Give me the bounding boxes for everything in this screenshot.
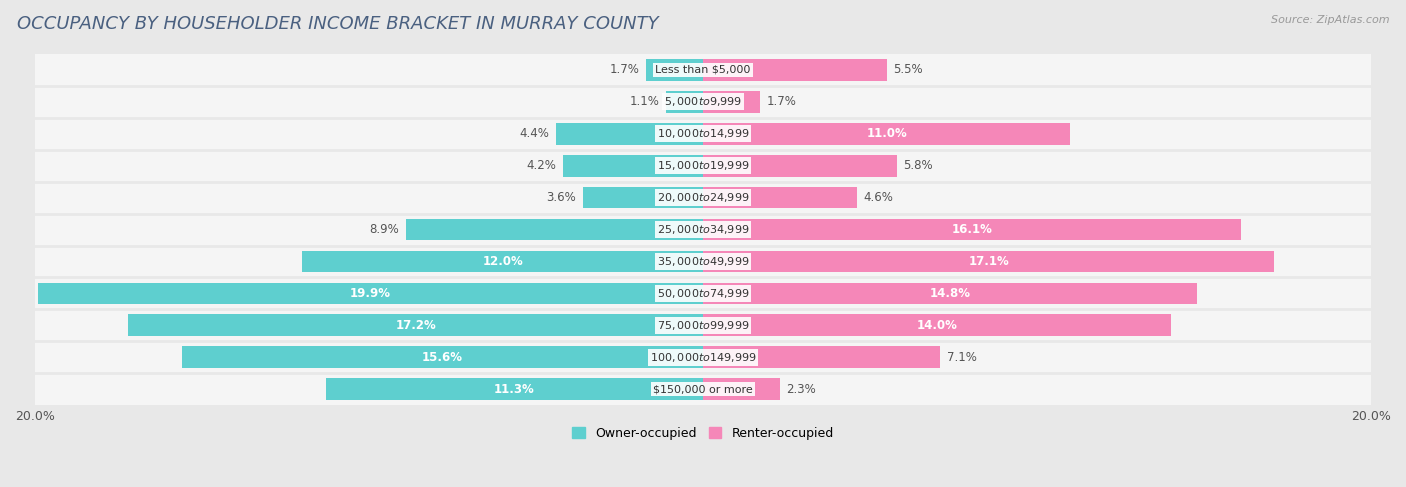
- Text: 15.6%: 15.6%: [422, 351, 463, 364]
- Text: $75,000 to $99,999: $75,000 to $99,999: [657, 319, 749, 332]
- Text: 14.8%: 14.8%: [929, 287, 970, 300]
- Text: OCCUPANCY BY HOUSEHOLDER INCOME BRACKET IN MURRAY COUNTY: OCCUPANCY BY HOUSEHOLDER INCOME BRACKET …: [17, 15, 658, 33]
- Text: 2.3%: 2.3%: [786, 383, 817, 396]
- Bar: [703, 251, 1274, 272]
- Bar: [35, 245, 1371, 278]
- Text: 1.1%: 1.1%: [630, 95, 659, 108]
- Bar: [406, 219, 703, 241]
- Text: 1.7%: 1.7%: [766, 95, 796, 108]
- Text: 11.3%: 11.3%: [494, 383, 534, 396]
- Bar: [35, 150, 1371, 182]
- Text: 12.0%: 12.0%: [482, 255, 523, 268]
- Bar: [703, 315, 1171, 336]
- Bar: [35, 214, 1371, 245]
- Text: 17.2%: 17.2%: [395, 319, 436, 332]
- Bar: [703, 219, 1240, 241]
- Bar: [35, 278, 1371, 309]
- Bar: [38, 282, 703, 304]
- Text: $150,000 or more: $150,000 or more: [654, 384, 752, 394]
- Text: 4.6%: 4.6%: [863, 191, 893, 204]
- Text: 16.1%: 16.1%: [952, 223, 993, 236]
- Text: $25,000 to $34,999: $25,000 to $34,999: [657, 223, 749, 236]
- Bar: [35, 118, 1371, 150]
- Text: 11.0%: 11.0%: [866, 127, 907, 140]
- Bar: [562, 155, 703, 177]
- Bar: [703, 91, 759, 112]
- Text: 7.1%: 7.1%: [946, 351, 977, 364]
- Text: 5.8%: 5.8%: [904, 159, 934, 172]
- Text: Source: ZipAtlas.com: Source: ZipAtlas.com: [1271, 15, 1389, 25]
- Bar: [703, 346, 941, 368]
- Text: 4.2%: 4.2%: [526, 159, 555, 172]
- Bar: [666, 91, 703, 112]
- Text: 3.6%: 3.6%: [547, 191, 576, 204]
- Bar: [703, 59, 887, 81]
- Bar: [35, 309, 1371, 341]
- Bar: [302, 251, 703, 272]
- Text: 4.4%: 4.4%: [519, 127, 550, 140]
- Bar: [555, 123, 703, 145]
- Legend: Owner-occupied, Renter-occupied: Owner-occupied, Renter-occupied: [568, 422, 838, 445]
- Text: 17.1%: 17.1%: [969, 255, 1010, 268]
- Text: $15,000 to $19,999: $15,000 to $19,999: [657, 159, 749, 172]
- Text: $50,000 to $74,999: $50,000 to $74,999: [657, 287, 749, 300]
- Text: $35,000 to $49,999: $35,000 to $49,999: [657, 255, 749, 268]
- Text: $20,000 to $24,999: $20,000 to $24,999: [657, 191, 749, 204]
- Bar: [128, 315, 703, 336]
- Text: 1.7%: 1.7%: [610, 63, 640, 76]
- Text: 19.9%: 19.9%: [350, 287, 391, 300]
- Bar: [35, 341, 1371, 373]
- Bar: [35, 373, 1371, 405]
- Text: $10,000 to $14,999: $10,000 to $14,999: [657, 127, 749, 140]
- Bar: [703, 187, 856, 208]
- Text: 8.9%: 8.9%: [370, 223, 399, 236]
- Bar: [326, 378, 703, 400]
- Bar: [703, 378, 780, 400]
- Text: $5,000 to $9,999: $5,000 to $9,999: [664, 95, 742, 108]
- Text: 14.0%: 14.0%: [917, 319, 957, 332]
- Bar: [35, 182, 1371, 214]
- Bar: [703, 282, 1198, 304]
- Bar: [703, 155, 897, 177]
- Bar: [35, 86, 1371, 118]
- Bar: [647, 59, 703, 81]
- Text: Less than $5,000: Less than $5,000: [655, 65, 751, 75]
- Text: 5.5%: 5.5%: [893, 63, 922, 76]
- Bar: [181, 346, 703, 368]
- Bar: [35, 54, 1371, 86]
- Bar: [582, 187, 703, 208]
- Bar: [703, 123, 1070, 145]
- Text: $100,000 to $149,999: $100,000 to $149,999: [650, 351, 756, 364]
